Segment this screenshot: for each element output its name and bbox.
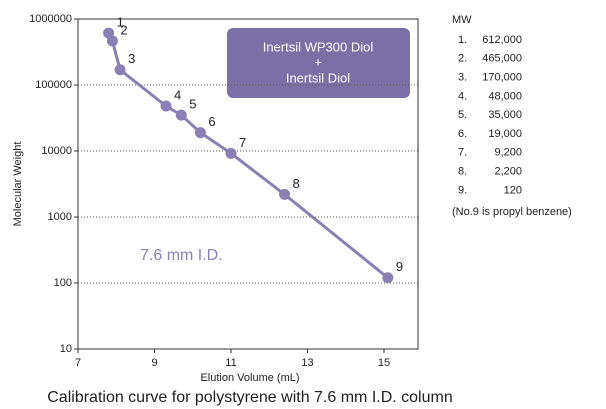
table-mw: 170,000 [482,72,522,84]
table-no: 1. [458,34,467,46]
table-no: 3. [458,72,467,84]
table-no: 8. [458,166,467,178]
table-mw: 120 [504,184,522,196]
point-label: 1 [117,15,124,30]
box-text: Inertsil WP300 Diol [263,39,374,54]
table-mw: 35,000 [488,109,522,121]
table-note: (No.9 is propyl benzene) [452,206,572,218]
x-axis-label: Elution Volume (mL) [200,372,299,384]
x-tick-label: 11 [225,357,236,369]
table-mw: 19,000 [488,128,522,140]
point-label: 3 [128,51,135,66]
plot-frame [77,18,419,350]
x-tick-label: 7 [75,357,81,369]
box-text: + [314,54,322,69]
caption: Calibration curve for polystyrene with 7… [47,389,452,406]
point-label: 5 [189,97,196,112]
table-mw: 465,000 [482,53,522,65]
point [279,188,291,200]
table-no: 9. [458,184,467,196]
table-no: 6. [458,128,467,140]
point-label: 7 [239,135,246,150]
table-no: 7. [458,147,467,159]
table-no: 2. [458,53,467,65]
point-label: 8 [293,176,300,191]
point [114,64,126,76]
table-title: MW [452,14,472,26]
table-no: 4. [458,90,467,102]
y-tick-label: 100000 [35,79,72,91]
point [225,147,237,159]
point-label: 2 [120,22,127,37]
point [175,109,187,121]
y-tick-label: 1000 [48,211,72,223]
point [106,35,118,47]
table-mw: 2,200 [494,166,522,178]
x-tick-label: 9 [151,357,157,369]
point [382,272,394,284]
table-no: 5. [458,109,467,121]
point-label: 9 [396,259,403,274]
y-tick-label: 10000 [41,145,72,157]
x-tick-label: 13 [301,357,313,369]
y-tick-label: 100 [54,277,72,289]
annotation: 7.6 mm I.D. [140,247,223,264]
point [160,100,172,112]
table-mw: 48,000 [488,90,522,102]
table-mw: 9,200 [494,147,522,159]
x-tick-label: 15 [378,357,390,369]
y-tick-label: 10 [60,343,72,355]
y-tick-label: 1000000 [29,13,72,25]
table-mw: 612,000 [482,34,522,46]
point-label: 6 [208,114,215,129]
point-label: 4 [174,87,181,102]
box-text: Inertsil Diol [286,70,350,85]
label-box [227,28,410,98]
point [194,127,206,139]
y-axis-label: Molecular Weight [12,142,24,227]
